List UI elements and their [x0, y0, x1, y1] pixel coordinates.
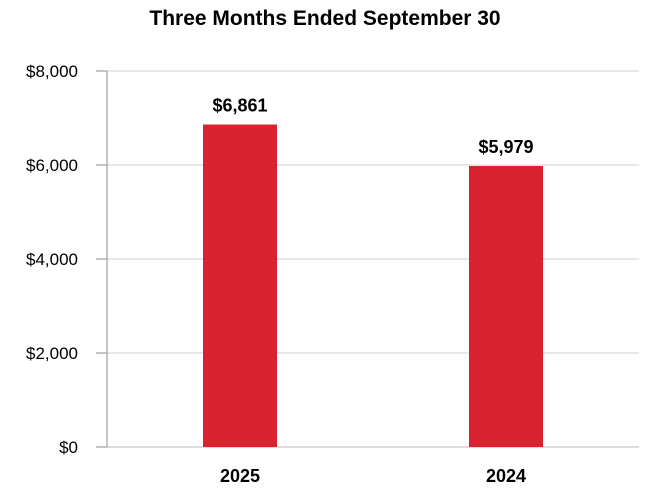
bar-value-label: $6,861 — [212, 96, 267, 116]
y-axis-tick-label: $8,000 — [26, 62, 78, 81]
y-axis-tick-label: $2,000 — [26, 344, 78, 363]
y-axis-tick-label: $4,000 — [26, 250, 78, 269]
bar-2024 — [469, 165, 543, 447]
y-axis-tick-label: $6,000 — [26, 156, 78, 175]
chart-title: Three Months Ended September 30 — [149, 7, 501, 30]
x-axis-category-label: 2024 — [486, 466, 526, 486]
bar-2025 — [203, 124, 277, 448]
x-axis-category-label: 2025 — [220, 466, 260, 486]
y-axis-tick-label: $0 — [59, 438, 78, 457]
bar-value-label: $5,979 — [478, 137, 533, 157]
